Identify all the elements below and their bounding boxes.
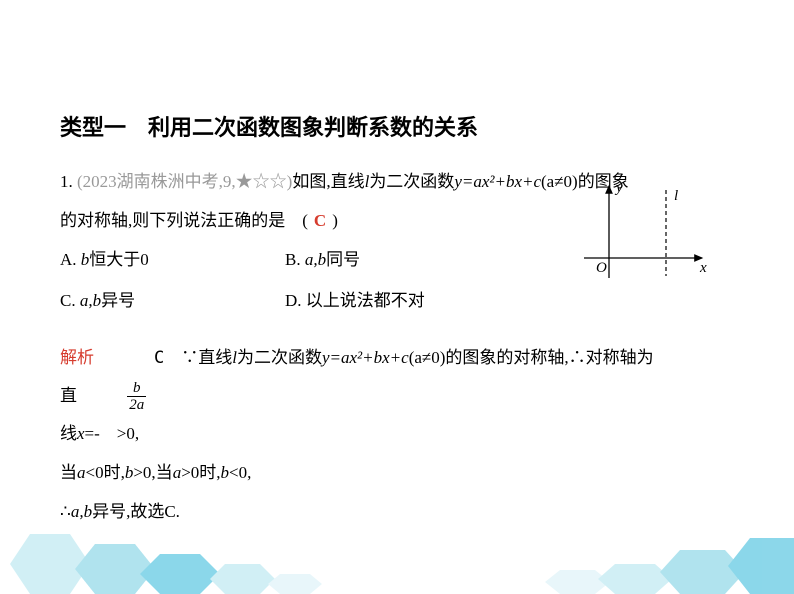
jiexi-l4-ab: a,b bbox=[71, 502, 92, 521]
q-text-1: 如图,直线 bbox=[292, 172, 364, 191]
jiexi-l2-x: x bbox=[77, 424, 85, 443]
q-line2-pre: 的对称轴,则下列说法正确的是 ( bbox=[60, 211, 308, 230]
opt-a-suf: 恒大于0 bbox=[89, 250, 149, 269]
option-c: C. a,b异号 bbox=[60, 281, 285, 322]
opt-a-pre: A. bbox=[60, 250, 81, 269]
l-label: l bbox=[674, 188, 678, 204]
option-b: B. a,b同号 bbox=[285, 240, 360, 281]
q-text-2: 为二次函数 bbox=[369, 172, 454, 191]
q-number: 1. bbox=[60, 172, 77, 191]
x-label: x bbox=[699, 260, 707, 276]
opt-b-suf: 同号 bbox=[326, 250, 360, 269]
option-a: A. b恒大于0 bbox=[60, 240, 285, 281]
bottom-decoration bbox=[0, 524, 794, 594]
opt-a-b: b bbox=[81, 250, 90, 269]
jiexi-l3-a1: a bbox=[77, 463, 86, 482]
jiexi-letter: C bbox=[154, 348, 164, 368]
jiexi-label: 解析 bbox=[60, 348, 94, 367]
jiexi-l2-suf: =- >0, bbox=[85, 424, 140, 443]
y-label: y bbox=[614, 180, 623, 196]
jiexi-zhi: 直 bbox=[60, 386, 77, 405]
jiexi-l3-m1: <0时, bbox=[86, 463, 125, 482]
section-heading: 类型一 利用二次函数图象判断系数的关系 bbox=[60, 110, 734, 142]
jiexi-l2-pre: 线 bbox=[60, 424, 77, 443]
q-line2-suf: ) bbox=[332, 211, 338, 230]
jiexi-l4-pre: ∴ bbox=[60, 502, 71, 521]
jiexi-l1c: 的图象的对称轴,∴对称轴为 bbox=[445, 348, 653, 367]
q-func: y=ax²+bx+c bbox=[454, 172, 541, 191]
jiexi-l3-m2: >0,当 bbox=[133, 463, 172, 482]
q-answer: C bbox=[308, 211, 332, 230]
jiexi-l3-b2: b bbox=[221, 463, 230, 482]
frac-num: b bbox=[127, 380, 146, 398]
jiexi-l3-a2: a bbox=[173, 463, 182, 482]
jiexi-l4-suf: 异号,故选C. bbox=[92, 502, 180, 521]
o-label: O bbox=[596, 260, 607, 276]
opt-b-pre: B. bbox=[285, 250, 305, 269]
q-source: (2023湖南株洲中考,9,★☆☆) bbox=[77, 172, 292, 191]
jiexi-l3-pre: 当 bbox=[60, 463, 77, 482]
option-d: D. 以上说法都不对 bbox=[285, 281, 425, 322]
frac-den: 2a bbox=[127, 397, 146, 414]
jiexi-l1-func: y=ax²+bx+c bbox=[322, 348, 409, 367]
jiexi-l1b: 为二次函数 bbox=[237, 348, 322, 367]
jiexi-l3-m4: <0, bbox=[229, 463, 251, 482]
opt-c-pre: C. bbox=[60, 291, 80, 310]
explanation-block: 解析C ∵直线l为二次函数y=ax²+bx+c(a≠0)的图象的对称轴,∴对称轴… bbox=[60, 338, 734, 531]
opt-b-ab: a,b bbox=[305, 250, 326, 269]
axis-graph: y x l O bbox=[574, 178, 714, 288]
jiexi-l3-m3: >0时, bbox=[181, 463, 220, 482]
q-cond: (a≠0) bbox=[541, 172, 578, 191]
deco-hex-group bbox=[10, 534, 794, 594]
jiexi-l1-cond: (a≠0) bbox=[409, 348, 446, 367]
jiexi-l1a: ∵直线 bbox=[164, 348, 232, 367]
opt-c-ab: a,b bbox=[80, 291, 101, 310]
fraction: b 2a bbox=[127, 386, 146, 405]
graph-svg: y x l O bbox=[574, 178, 714, 288]
opt-c-suf: 异号 bbox=[101, 291, 135, 310]
